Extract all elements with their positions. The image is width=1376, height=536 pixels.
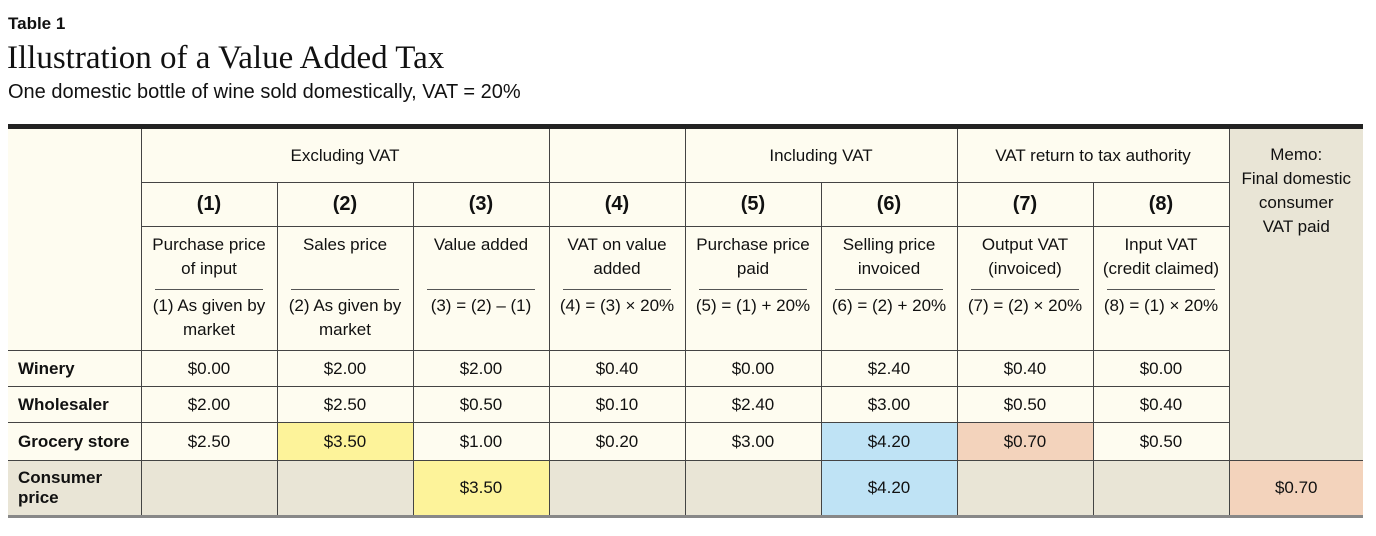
column-number: (8) [1092,182,1230,227]
group-including-vat: Including VAT [684,126,958,183]
table-cell: $4.20 [820,422,958,461]
cell [1092,460,1230,518]
column-description: Purchase price paid (5) = (1) + 20% [684,226,822,351]
column-description: Input VAT (credit claimed) (8) = (1) × 20% [1092,226,1230,351]
table-cell: $2.00 [412,350,550,387]
memo-line: Memo: [1270,145,1323,164]
cell [276,460,414,518]
corner-cell [8,126,142,351]
column-number: (4) [548,182,686,227]
memo-line: Final domestic [1241,169,1352,188]
column-description: VAT on value added (4) = (3) × 20% [548,226,686,351]
row-label: Winery [8,350,142,387]
column-number: (5) [684,182,822,227]
row-label-consumer-price: Consumer price [8,460,142,518]
table-cell: $2.50 [276,386,414,423]
table-cell: $0.50 [412,386,550,423]
column-description: Sales price (2) As given by market [276,226,414,351]
column-number: (7) [956,182,1094,227]
column-description: Output VAT (invoiced) (7) = (2) × 20% [956,226,1094,351]
table-label: Table 1 [8,14,66,33]
column-number: (1) [140,182,278,227]
table-cell: $0.70 [956,422,1094,461]
table-cell: $0.40 [956,350,1094,387]
column-description: Value added (3) = (2) – (1) [412,226,550,351]
table-cell: $0.40 [548,350,686,387]
table-cell: $2.40 [684,386,822,423]
table-cell: $0.40 [1092,386,1230,423]
memo-header: Memo: Final domestic consumer VAT paid [1228,126,1363,461]
row-label: Grocery store [8,422,142,461]
group-empty [548,126,686,183]
row-label: Wholesaler [8,386,142,423]
table-cell: $0.50 [956,386,1094,423]
column-description: Selling price invoiced (6) = (2) + 20% [820,226,958,351]
cell [956,460,1094,518]
table-cell: $0.00 [140,350,278,387]
table-cell: $2.00 [140,386,278,423]
vat-table: Excluding VAT Including VAT VAT return t… [8,124,1363,518]
table-cell: $0.10 [548,386,686,423]
table-cell: $2.00 [276,350,414,387]
table-cell: $2.40 [820,350,958,387]
cell [548,460,686,518]
column-number: (3) [412,182,550,227]
column-number: (6) [820,182,958,227]
table-cell: $0.20 [548,422,686,461]
table-cell: $3.50 [276,422,414,461]
memo-line: consumer [1258,193,1334,212]
table-cell: $3.00 [684,422,822,461]
group-vat-return: VAT return to tax authority [956,126,1230,183]
table-cell: $3.00 [820,386,958,423]
consumer-value-added: $3.50 [412,460,550,518]
cell [684,460,822,518]
table-cell: $0.00 [684,350,822,387]
table-subtitle: One domestic bottle of wine sold domesti… [8,81,521,103]
table-cell: $0.00 [1092,350,1230,387]
table-cell: $1.00 [412,422,550,461]
consumer-selling-price: $4.20 [820,460,958,518]
table-title: Illustration of a Value Added Tax [7,40,445,76]
group-excluding-vat: Excluding VAT [140,126,550,183]
column-description: Purchase price of input (1) As given by mar… [140,226,278,351]
consumer-vat-paid: $0.70 [1228,460,1363,518]
memo-line: VAT paid [1262,217,1330,236]
table-cell: $2.50 [140,422,278,461]
table-cell: $0.50 [1092,422,1230,461]
column-number: (2) [276,182,414,227]
cell [140,460,278,518]
